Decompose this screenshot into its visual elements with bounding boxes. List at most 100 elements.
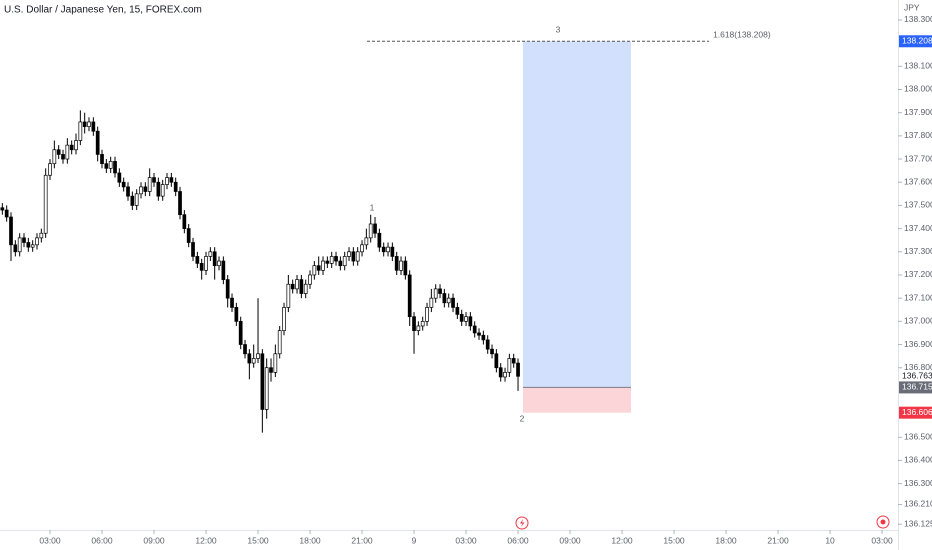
candle-body — [264, 367, 269, 410]
event-icon[interactable] — [876, 515, 890, 529]
y-tick-label: 136.210 — [904, 499, 932, 509]
candle-body — [360, 244, 364, 253]
candle-body — [503, 371, 507, 378]
y-axis-label: JPY — [904, 2, 920, 12]
target-price-label-bg — [899, 35, 932, 48]
candle-body — [295, 279, 299, 290]
y-tick-label: 137.700 — [904, 153, 932, 163]
candle-body — [368, 223, 373, 239]
candle-body — [334, 256, 338, 262]
x-tick-label: 21:00 — [767, 535, 789, 545]
candle-body — [160, 184, 165, 197]
candle-body — [117, 172, 122, 183]
event-icon[interactable] — [515, 516, 529, 530]
candle-body — [126, 186, 130, 197]
candle-body — [230, 297, 234, 308]
last-price-label-bg — [899, 370, 932, 383]
stop-price-label: 136.606 — [902, 407, 932, 417]
candle-body — [282, 307, 286, 331]
candle-body — [429, 297, 434, 308]
candle-body — [104, 163, 109, 169]
candle-body — [156, 181, 161, 197]
x-tick-label: 09:00 — [143, 535, 165, 545]
candle-body — [416, 325, 421, 331]
candle-body — [321, 260, 325, 271]
candle-body — [412, 316, 416, 331]
x-tick-label: 03:00 — [39, 535, 61, 545]
candle-body — [35, 237, 39, 246]
candle-body — [43, 174, 48, 234]
candle-body — [0, 207, 5, 211]
candle-body — [494, 353, 499, 369]
x-tick-label: 15:00 — [663, 535, 685, 545]
y-tick-label: 137.500 — [904, 200, 932, 210]
x-tick-label: 9 — [412, 535, 417, 545]
candle-body — [485, 339, 490, 350]
candle-body — [199, 263, 204, 271]
candle-body — [273, 353, 278, 373]
candle-body — [130, 195, 135, 206]
candle-body — [91, 121, 96, 132]
candle-body — [13, 244, 18, 253]
candle-body — [52, 149, 57, 165]
candle-body — [507, 358, 512, 373]
candle-body — [173, 181, 178, 192]
candle-body — [169, 177, 174, 183]
y-tick-label: 136.800 — [904, 362, 932, 372]
candle-body — [178, 191, 182, 216]
stop-price-label-bg — [899, 406, 932, 419]
candle-body — [312, 265, 317, 276]
entry-price-label: 136.715 — [902, 382, 932, 392]
candle-body — [269, 367, 273, 373]
candle-body — [212, 251, 217, 267]
y-tick-label: 138.100 — [904, 61, 932, 71]
candle-body — [182, 214, 187, 229]
candle-body — [208, 251, 213, 257]
y-tick-label: 136.500 — [904, 432, 932, 442]
y-tick-label: 137.600 — [904, 176, 932, 186]
candle-body — [438, 288, 442, 294]
y-tick-label: 137.900 — [904, 107, 932, 117]
candle-body — [477, 332, 481, 336]
candle-body — [481, 334, 486, 341]
candle-body — [399, 260, 403, 271]
candle-body — [420, 320, 425, 327]
candle-body — [277, 330, 282, 355]
candle-body — [303, 283, 308, 294]
candle-body — [48, 163, 52, 176]
y-tick-label: 136.900 — [904, 339, 932, 349]
y-tick-label: 137.000 — [904, 316, 932, 326]
y-tick-label: 138.000 — [904, 84, 932, 94]
candle-body — [394, 256, 399, 271]
x-tick-label: 15:00 — [247, 535, 269, 545]
plot-area: 1.618(138.208) — [0, 30, 771, 433]
candle-body — [234, 307, 239, 322]
x-tick-label: 21:00 — [351, 535, 373, 545]
y-tick-label: 138.300 — [904, 14, 932, 24]
candle-body — [468, 316, 473, 327]
candle-body — [204, 256, 208, 271]
candle-body — [221, 260, 226, 280]
candle-body — [69, 144, 74, 151]
candle-body — [459, 314, 464, 322]
candle-body — [316, 265, 321, 271]
candle-body — [472, 325, 477, 334]
candle-body — [108, 161, 113, 169]
candle-body — [260, 353, 265, 410]
candle-body — [377, 232, 382, 248]
y-tick-label: 137.800 — [904, 130, 932, 140]
candle-body — [256, 353, 260, 359]
x-tick-label: 06:00 — [91, 535, 113, 545]
candle-body — [225, 279, 230, 299]
x-tick-label: 18:00 — [299, 535, 321, 545]
candle-body — [22, 237, 26, 243]
candle-body — [121, 181, 126, 188]
candle-body — [425, 307, 429, 322]
candle-body — [30, 244, 35, 248]
x-tick-label: 12:00 — [611, 535, 633, 545]
candle-body — [152, 177, 156, 183]
wave-label: 2 — [520, 413, 525, 423]
candle-body — [442, 293, 447, 304]
y-tick-label: 136.125 — [904, 518, 932, 528]
candle-body — [9, 216, 13, 246]
